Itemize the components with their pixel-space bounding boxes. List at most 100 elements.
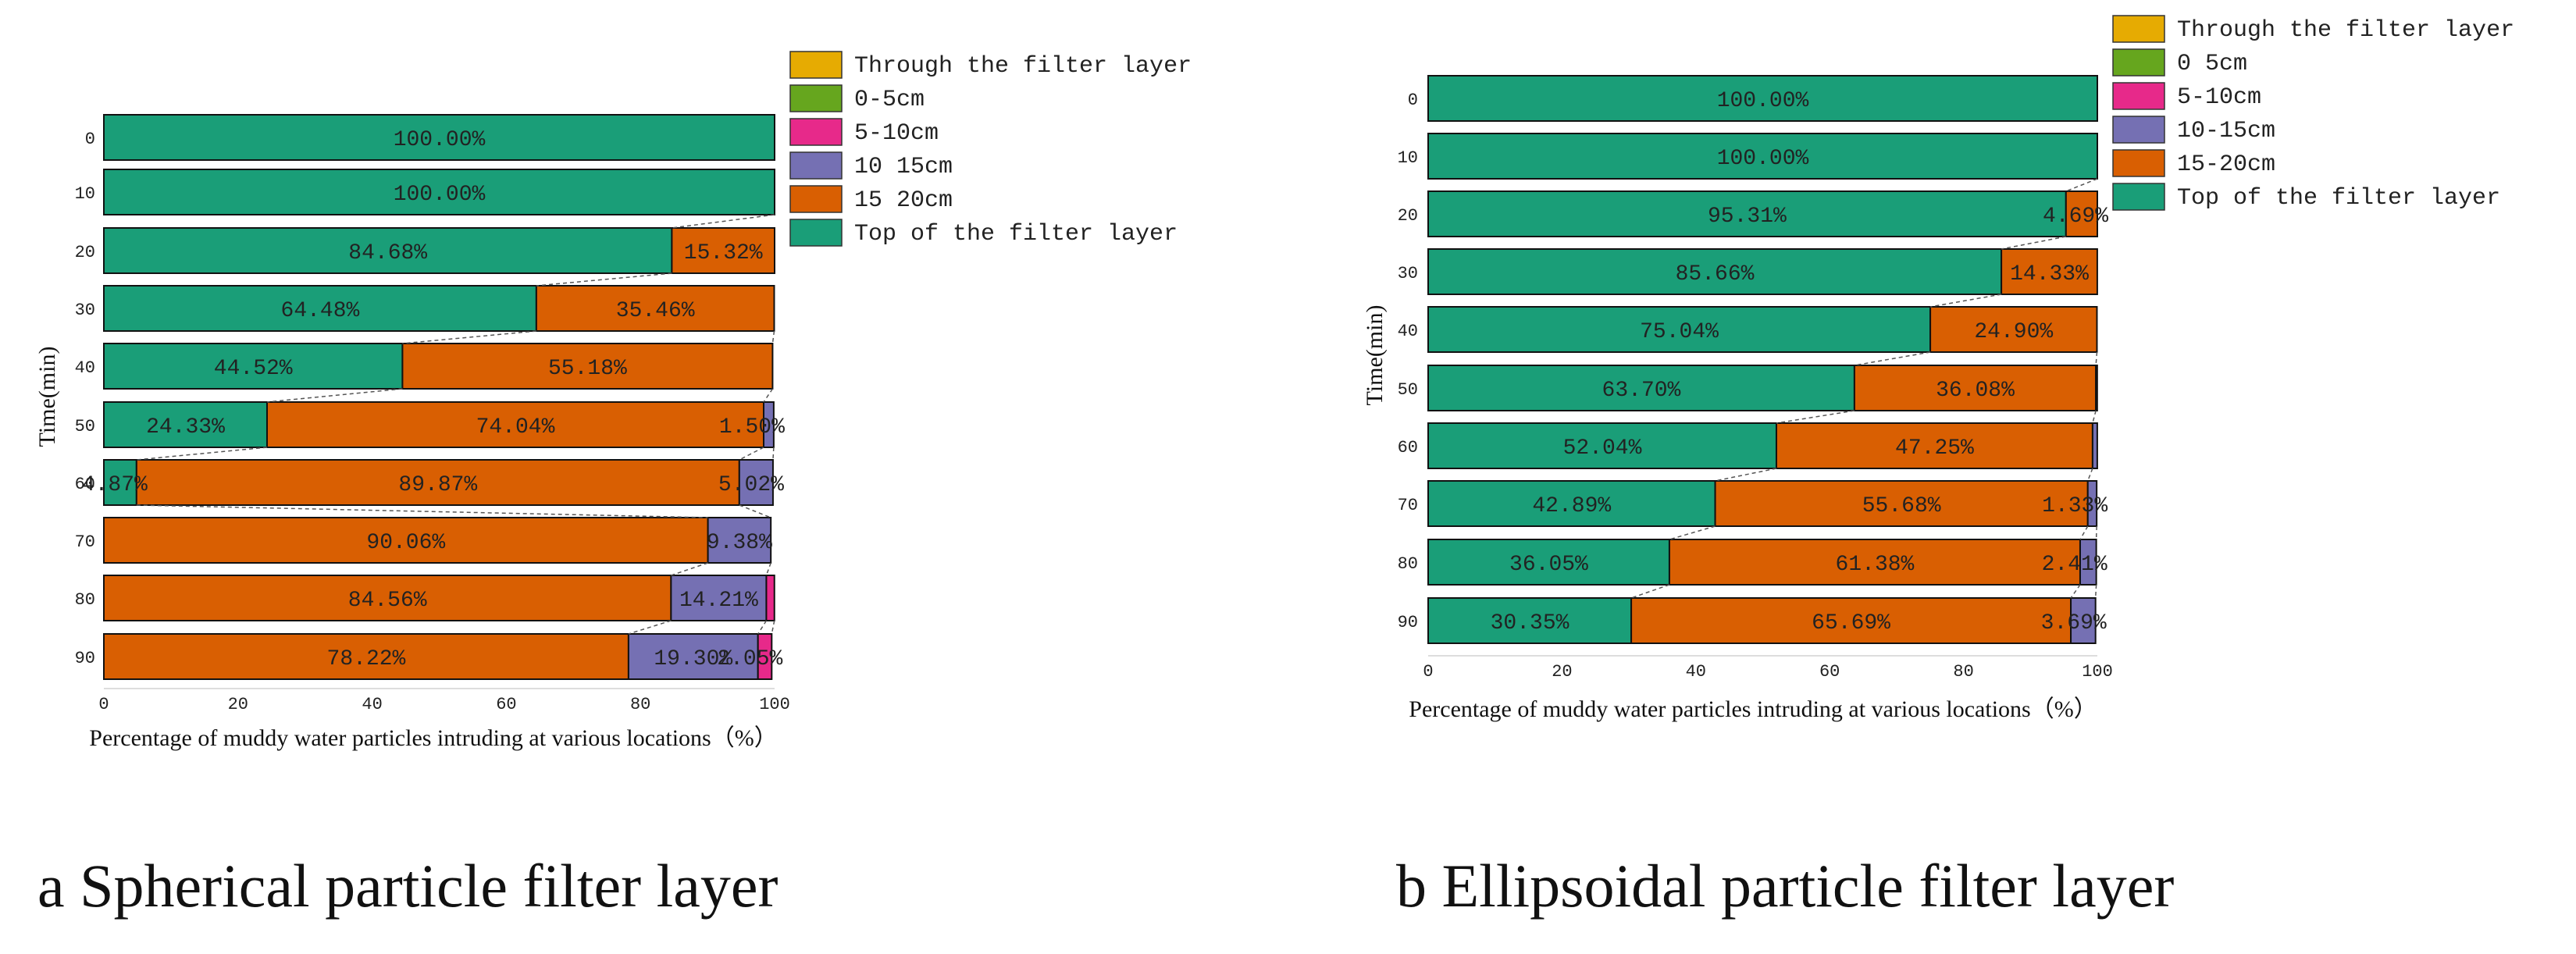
bar-segment	[1929, 306, 2098, 353]
data-label: 65.69%	[1812, 611, 1890, 635]
connector-line	[672, 214, 775, 229]
y-tick-label: 50	[1398, 380, 1418, 400]
data-label: 5.02%	[718, 473, 784, 497]
data-label: 30.35%	[1491, 611, 1569, 635]
legend-label: 10-15cm	[2177, 118, 2275, 144]
bar-segment	[135, 459, 740, 506]
bar-segment	[265, 401, 764, 448]
legend-swatch	[789, 84, 843, 112]
y-tick-label: 80	[75, 590, 95, 610]
data-label: 44.52%	[214, 357, 293, 381]
data-label: 100.00%	[1717, 89, 1809, 113]
legend-swatch	[2112, 15, 2165, 43]
legend-label: Top of the filter layer	[2177, 185, 2500, 212]
connector-line	[2094, 584, 2097, 599]
x-axis-label: Percentage of muddy water particles intr…	[1409, 696, 2097, 722]
bar-segment	[1427, 480, 1716, 527]
legend-label: 15 20cm	[854, 187, 953, 214]
bar-segment	[670, 575, 768, 621]
data-label: 95.31%	[1708, 205, 1787, 229]
bar-segment	[671, 227, 775, 274]
y-tick-label: 90	[1398, 613, 1418, 632]
bar-segment	[2070, 597, 2097, 644]
bar-segment	[103, 114, 775, 161]
data-label: 74.04%	[476, 415, 555, 440]
data-label: 100.00%	[1717, 147, 1809, 171]
data-label: 90.06%	[366, 531, 445, 555]
y-tick-label: 30	[75, 301, 95, 320]
y-tick-label: 50	[75, 417, 95, 436]
legend-label: 0 5cm	[2177, 51, 2247, 77]
bar-segment	[2095, 365, 2098, 411]
x-tick-label: 60	[496, 695, 516, 714]
legend-label: Through the filter layer	[2177, 17, 2514, 44]
connector-line	[739, 504, 771, 518]
x-tick-label: 20	[228, 695, 248, 714]
connector-line	[266, 388, 403, 403]
legend-swatch	[789, 51, 843, 79]
connector-line	[136, 504, 708, 518]
connector-line	[2092, 410, 2097, 424]
connector-line	[1715, 468, 1777, 482]
data-label: 15.32%	[684, 241, 763, 265]
bar-segment	[103, 517, 709, 564]
bar-segment	[1427, 190, 2067, 237]
x-tick-label: 0	[98, 695, 109, 714]
x-tick-label: 0	[1423, 662, 1433, 682]
legend-label: Through the filter layer	[854, 53, 1192, 80]
panel-b-chart: 0 100.00% 10 100.00% 20 95.31% 4.69% 30 85.66% 14…	[1362, 15, 2514, 722]
bar-segment	[2091, 422, 2098, 469]
x-tick-label: 20	[1552, 662, 1572, 682]
panel-a-chart: 0 100.00% 10 100.00% 20 84.68% 15.32% 30 64.48% 3…	[34, 51, 1192, 751]
connector-line	[772, 447, 775, 461]
data-label: 2.05%	[717, 647, 782, 671]
bar-segment	[1427, 133, 2098, 180]
data-label: 24.90%	[1974, 320, 2053, 344]
data-label: 1.50%	[719, 415, 785, 440]
data-label: 85.66%	[1676, 262, 1755, 287]
bar-segment	[401, 343, 774, 390]
panel-b-caption: b Ellipsoidal particle filter layer	[1396, 852, 2175, 920]
x-axis-label: Percentage of muddy water particles intr…	[89, 725, 777, 751]
y-tick-label: 0	[85, 130, 95, 149]
data-label: 4.87%	[82, 473, 148, 497]
data-label: 1.33%	[2042, 494, 2107, 518]
connector-line	[402, 330, 536, 344]
data-label: 55.18%	[548, 357, 627, 381]
y-tick-label: 40	[1398, 322, 1418, 341]
y-tick-label: 90	[75, 649, 95, 668]
data-label: 84.56%	[348, 589, 427, 613]
legend-swatch	[2112, 48, 2165, 77]
connector-line	[136, 447, 268, 461]
legend-swatch	[789, 185, 843, 213]
y-tick-label: 0	[1408, 91, 1418, 110]
data-label: 19.30%	[654, 647, 732, 671]
connector-line	[1854, 351, 1931, 366]
legend-swatch	[789, 118, 843, 146]
bar-segment	[707, 517, 772, 564]
data-label: 14.33%	[2010, 262, 2089, 287]
data-label: 4.69%	[2043, 205, 2108, 229]
bar-segment	[738, 459, 774, 506]
y-tick-label: 10	[75, 184, 95, 204]
bar-segment	[103, 401, 268, 448]
legend-swatch	[2112, 149, 2165, 177]
x-tick-label: 80	[1953, 662, 1973, 682]
legend-label: 10 15cm	[854, 154, 953, 180]
legend-label: 5-10cm	[854, 120, 939, 147]
bar-segment	[1714, 480, 2089, 527]
bar-segment	[103, 633, 629, 680]
x-tick-label: 60	[1819, 662, 1840, 682]
x-tick-label: 100	[2082, 662, 2113, 682]
legend-swatch	[2112, 116, 2165, 144]
data-label: 36.08%	[1936, 379, 2015, 403]
connector-line	[771, 330, 775, 344]
bar-segment	[1427, 365, 1855, 411]
data-label: 36.05%	[1509, 553, 1588, 577]
legend-swatch	[789, 219, 843, 247]
data-label: 64.48%	[281, 299, 360, 323]
data-label: 84.68%	[348, 241, 427, 265]
connector-line	[2070, 584, 2081, 599]
bar-segment	[103, 169, 775, 215]
y-tick-label: 70	[75, 532, 95, 552]
